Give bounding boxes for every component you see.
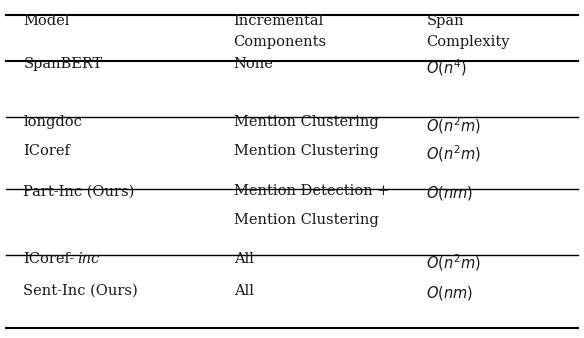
Text: Mention Clustering: Mention Clustering [234, 213, 378, 227]
Text: Span: Span [426, 14, 464, 27]
Text: longdoc: longdoc [23, 115, 82, 129]
Text: Model: Model [23, 14, 69, 27]
Text: Part-Inc (Ours): Part-Inc (Ours) [23, 184, 135, 198]
Text: None: None [234, 57, 273, 71]
Text: All: All [234, 252, 253, 266]
Text: SpanBERT: SpanBERT [23, 57, 103, 71]
Text: $O(n^4)$: $O(n^4)$ [426, 57, 467, 78]
Text: $O(nm)$: $O(nm)$ [426, 184, 474, 202]
Text: All: All [234, 284, 253, 298]
Text: Mention Clustering: Mention Clustering [234, 115, 378, 129]
Text: Mention Clustering: Mention Clustering [234, 144, 378, 158]
Text: $O(n^2m)$: $O(n^2m)$ [426, 115, 481, 136]
Text: Incremental: Incremental [234, 14, 324, 27]
Text: ICoref: ICoref [23, 144, 70, 158]
Text: inc: inc [78, 252, 100, 266]
Text: Complexity: Complexity [426, 35, 510, 49]
Text: ICoref-: ICoref- [23, 252, 75, 266]
Text: $O(nm)$: $O(nm)$ [426, 284, 474, 302]
Text: Sent-Inc (Ours): Sent-Inc (Ours) [23, 284, 138, 298]
Text: Mention Detection +: Mention Detection + [234, 184, 389, 198]
Text: $O(n^2m)$: $O(n^2m)$ [426, 252, 481, 272]
Text: Components: Components [234, 35, 326, 49]
Text: $O(n^2m)$: $O(n^2m)$ [426, 144, 481, 164]
